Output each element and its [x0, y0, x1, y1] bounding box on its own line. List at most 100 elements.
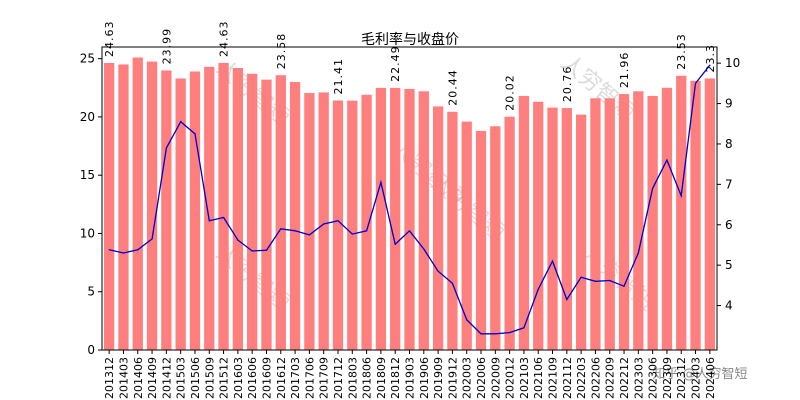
bar	[661, 87, 673, 351]
footer-watermark: 知乎 @人穷智短	[652, 366, 747, 382]
bar-value-label: 21.96	[618, 52, 631, 89]
bar	[676, 75, 687, 350]
bar	[247, 73, 258, 351]
x-tick-label: 202112	[561, 357, 574, 399]
x-tick-label: 202406	[704, 357, 717, 399]
bar	[504, 116, 515, 350]
bar	[361, 94, 372, 351]
line-point	[637, 252, 639, 254]
line-point	[194, 133, 196, 135]
bar	[118, 64, 129, 350]
x-tick-label: 202203	[575, 357, 588, 399]
x-tick-label: 201606	[246, 357, 259, 399]
line-point	[451, 282, 454, 284]
x-tick-label: 201406	[132, 357, 145, 399]
line-point	[165, 147, 167, 149]
x-tick-label: 201903	[404, 357, 417, 399]
line-point	[609, 279, 611, 282]
y-right-tick-label: 6	[725, 218, 733, 232]
x-tick-label: 201512	[218, 357, 231, 399]
line-series	[108, 64, 711, 335]
x-tick-label: 201703	[289, 357, 302, 399]
bar	[475, 130, 487, 350]
bar-value-label: 20.02	[504, 74, 517, 111]
line-point	[623, 285, 625, 287]
line-point	[108, 249, 110, 251]
bar	[647, 95, 658, 350]
bar	[189, 71, 201, 350]
x-tick-label: 201509	[203, 357, 216, 399]
bar	[318, 92, 329, 350]
line-point	[365, 230, 368, 232]
y-right-tick-label: 7	[725, 177, 733, 191]
line-point	[222, 216, 225, 219]
line-point	[466, 319, 468, 321]
bar	[533, 101, 544, 351]
x-tick-label: 202306	[647, 357, 660, 399]
line-point	[137, 249, 139, 251]
bar	[461, 121, 472, 350]
x-tick-label: 201806	[361, 357, 374, 399]
y-left-tick-label: 10	[80, 226, 95, 240]
y-left-tick-label: 25	[80, 52, 95, 66]
bar-value-label: 23.99	[160, 28, 173, 65]
bar	[575, 114, 587, 350]
bar	[146, 61, 158, 350]
line-point	[580, 276, 582, 278]
x-tick-label: 202403	[690, 357, 703, 399]
line-point	[408, 230, 411, 232]
line-point	[480, 333, 482, 335]
x-tick-label: 201506	[189, 357, 202, 399]
bar	[404, 88, 415, 350]
line-point	[652, 187, 654, 189]
line-point	[494, 333, 496, 335]
x-tick-label: 202012	[504, 357, 517, 399]
bar-value-label: 23.53	[675, 33, 688, 70]
bar	[547, 107, 558, 350]
bar	[561, 108, 572, 350]
x-tick-label: 202303	[632, 357, 645, 399]
line-point	[594, 280, 597, 282]
line-point	[351, 233, 353, 235]
bar-labels: 24.63 23.99 24.63 23.58 21.41 22.49 20.44 20.02…	[103, 20, 717, 110]
line-point	[323, 223, 325, 225]
bar	[704, 78, 715, 350]
line-point	[308, 234, 310, 236]
x-tick-label: 201906	[418, 357, 431, 399]
line-point	[680, 195, 682, 197]
bar	[518, 95, 530, 350]
y-right-tick-label: 8	[725, 137, 733, 151]
bar-value-label: 23.3	[704, 44, 717, 73]
x-tick-label: 201603	[232, 357, 245, 399]
bar	[490, 126, 501, 350]
line-point	[122, 252, 125, 254]
line-point	[394, 243, 396, 245]
bar	[332, 100, 344, 351]
x-tick-label: 202206	[589, 357, 602, 399]
bar	[418, 91, 429, 351]
x-tick-label: 202106	[532, 357, 545, 399]
x-tick-label: 201912	[446, 357, 459, 399]
line-point	[566, 298, 568, 301]
line-point	[280, 228, 282, 230]
bar	[304, 93, 315, 351]
line-point	[437, 270, 439, 272]
line-point	[423, 248, 425, 250]
x-tick-label: 201803	[346, 357, 359, 399]
bar	[204, 66, 215, 351]
x-tick-label: 201409	[146, 357, 159, 399]
x-tick-label: 201812	[389, 357, 402, 399]
bar-value-label: 24.63	[103, 20, 116, 56]
bar-value-label: 23.58	[275, 33, 288, 70]
line-point	[180, 121, 182, 123]
bar-value-label: 21.41	[332, 58, 345, 95]
bar-value-label: 22.49	[389, 45, 402, 82]
bar	[690, 80, 701, 351]
bar-series	[104, 57, 715, 351]
bar	[261, 79, 272, 350]
watermark-text: 人穷智短	[576, 240, 659, 316]
x-tick-label: 201503	[175, 357, 188, 399]
bar	[232, 67, 244, 350]
line-point	[265, 249, 268, 251]
